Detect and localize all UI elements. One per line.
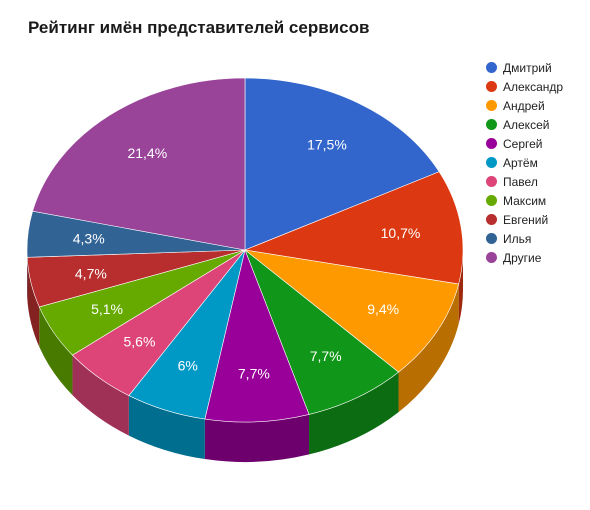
legend-item[interactable]: Илья bbox=[486, 229, 563, 248]
legend-label: Максим bbox=[503, 193, 547, 208]
legend-label: Павел bbox=[503, 174, 538, 189]
legend-label: Илья bbox=[503, 231, 532, 246]
legend-swatch bbox=[486, 176, 497, 187]
slice-label-5: 6% bbox=[178, 357, 198, 373]
legend-item[interactable]: Другие bbox=[486, 248, 563, 267]
pie-top bbox=[26, 77, 464, 423]
legend-swatch bbox=[486, 214, 497, 225]
slice-label-4: 7,7% bbox=[238, 366, 270, 382]
legend-swatch bbox=[486, 195, 497, 206]
legend-label: Андрей bbox=[503, 98, 545, 113]
slice-side-4 bbox=[204, 414, 310, 462]
slice-label-7: 5,1% bbox=[91, 301, 123, 317]
slice-label-1: 10,7% bbox=[381, 225, 421, 241]
slice-label-8: 4,7% bbox=[75, 265, 107, 281]
legend-swatch bbox=[486, 119, 497, 130]
legend-label: Сергей bbox=[503, 136, 543, 151]
slice-side-6 bbox=[72, 355, 129, 436]
chart-title: Рейтинг имён представителей сервисов bbox=[28, 18, 370, 37]
legend-label: Дмитрий bbox=[503, 60, 552, 75]
legend-item[interactable]: Андрей bbox=[486, 96, 563, 115]
slice-label-6: 5,6% bbox=[123, 334, 155, 350]
legend-item[interactable]: Сергей bbox=[486, 134, 563, 153]
legend-label: Евгений bbox=[503, 212, 549, 227]
slice-label-2: 9,4% bbox=[367, 301, 399, 317]
legend-swatch bbox=[486, 100, 497, 111]
legend-label: Артём bbox=[503, 155, 538, 170]
legend-swatch bbox=[486, 252, 497, 263]
legend-swatch bbox=[486, 157, 497, 168]
legend-item[interactable]: Алексей bbox=[486, 115, 563, 134]
slice-side-2 bbox=[398, 284, 459, 413]
slice-2[interactable] bbox=[243, 249, 460, 373]
chart-legend: Дмитрий Александр Андрей Алексей Сергей Артём… bbox=[486, 58, 563, 267]
legend-swatch bbox=[486, 62, 497, 73]
slice-0[interactable] bbox=[244, 77, 440, 251]
slice-label-0: 17,5% bbox=[307, 136, 347, 152]
legend-item[interactable]: Евгений bbox=[486, 210, 563, 229]
slice-label-3: 7,7% bbox=[310, 348, 342, 364]
slice-label-9: 4,3% bbox=[73, 231, 105, 247]
legend-swatch bbox=[486, 138, 497, 149]
slice-1[interactable] bbox=[243, 171, 464, 285]
legend-label: Алексей bbox=[503, 117, 550, 132]
legend-item[interactable]: Павел bbox=[486, 172, 563, 191]
slice-10[interactable] bbox=[32, 77, 246, 251]
legend-label: Александр bbox=[503, 79, 564, 94]
legend-item[interactable]: Дмитрий bbox=[486, 58, 563, 77]
pie-labels: 17,5% 10,7% 9,4% 7,7% 7,7% 6% 5,6% 5,1% 4,7% 4,3%… bbox=[73, 136, 421, 381]
legend-item[interactable]: Артём bbox=[486, 153, 563, 172]
legend-item[interactable]: Максим bbox=[486, 191, 563, 210]
slice-side-5 bbox=[128, 395, 205, 460]
slice-4[interactable] bbox=[204, 248, 310, 423]
slice-label-10: 21,4% bbox=[127, 145, 167, 161]
legend-swatch bbox=[486, 233, 497, 244]
slice-side-7 bbox=[39, 306, 73, 396]
legend-label: Другие bbox=[503, 250, 542, 265]
slice-side-3 bbox=[309, 372, 399, 455]
legend-swatch bbox=[486, 81, 497, 92]
legend-item[interactable]: Александр bbox=[486, 77, 563, 96]
slice-3[interactable] bbox=[244, 249, 400, 415]
